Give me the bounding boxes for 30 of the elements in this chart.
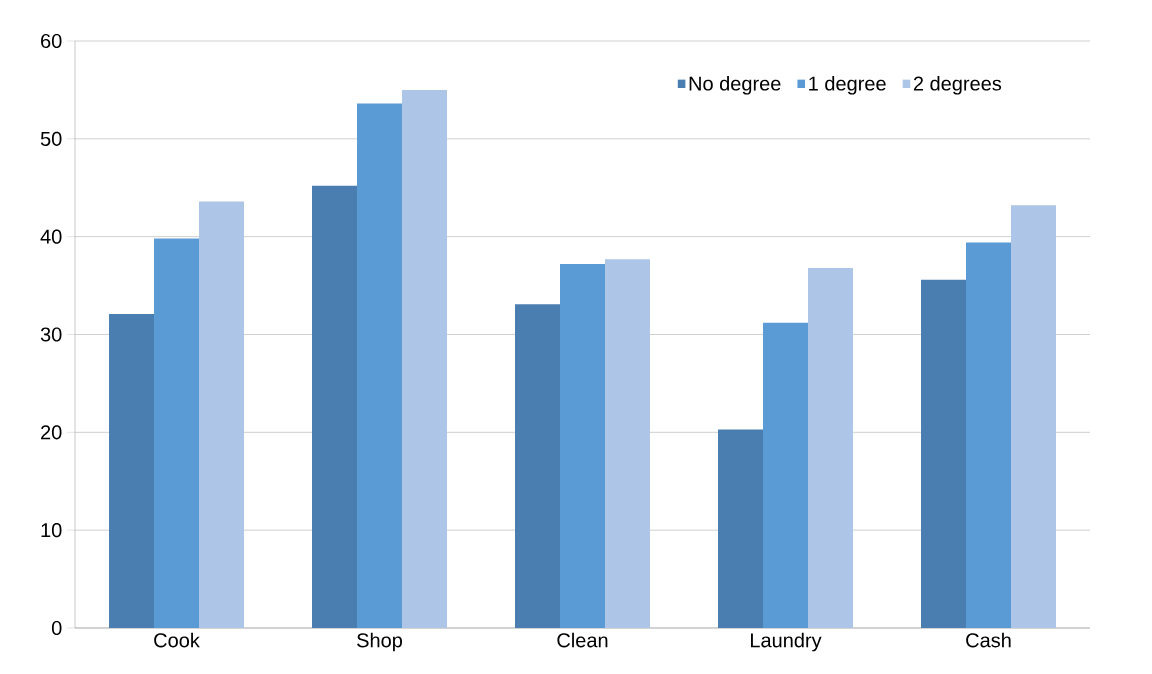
bar bbox=[312, 185, 358, 628]
bar bbox=[966, 242, 1011, 628]
legend-label: 1 degree bbox=[809, 75, 886, 95]
bar bbox=[605, 259, 651, 628]
y-tick-label: 20 bbox=[41, 425, 62, 440]
y-tick-label: 50 bbox=[40, 131, 62, 146]
y-tick-label: 60 bbox=[41, 33, 62, 49]
bar bbox=[515, 304, 561, 628]
bar bbox=[402, 89, 448, 628]
y-tick-label: 10 bbox=[41, 523, 62, 538]
bar bbox=[154, 238, 200, 628]
bar bbox=[808, 267, 853, 628]
legend-label: No degree bbox=[689, 75, 781, 95]
x-tick-label: Shop bbox=[357, 632, 403, 652]
legend-label: 2 degrees bbox=[913, 75, 1002, 95]
x-tick-label: Laundry bbox=[751, 632, 822, 652]
y-tick-label: 40 bbox=[40, 229, 62, 244]
bar bbox=[718, 429, 763, 628]
bar bbox=[357, 103, 403, 628]
y-tick-label: 30 bbox=[40, 327, 62, 342]
bar bbox=[763, 322, 808, 628]
y-tick-label: 0 bbox=[51, 620, 62, 636]
x-tick-label: Cook bbox=[154, 632, 200, 648]
x-tick-label: Cash bbox=[966, 632, 1011, 648]
bar bbox=[560, 264, 606, 628]
bar bbox=[1011, 205, 1056, 628]
bar bbox=[199, 201, 245, 628]
x-tick-label: Clean bbox=[557, 632, 608, 648]
bar bbox=[109, 313, 155, 628]
bar bbox=[921, 279, 966, 628]
